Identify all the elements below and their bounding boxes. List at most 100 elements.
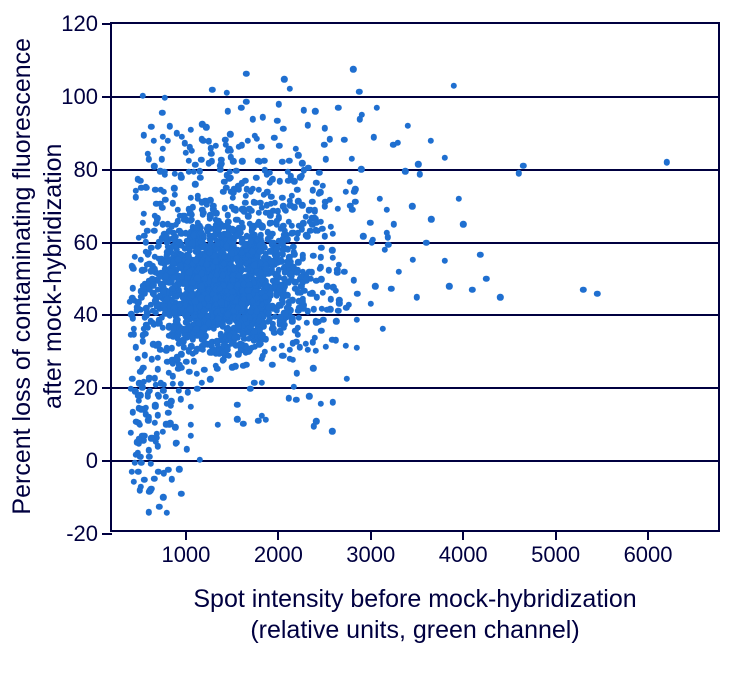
scatter-point [281, 76, 287, 82]
scatter-point [140, 219, 146, 225]
scatter-point [253, 175, 259, 181]
scatter-point [310, 365, 316, 371]
y-tick-label: 60 [74, 230, 98, 256]
scatter-point [349, 155, 355, 161]
x-tick-label: 3000 [346, 542, 395, 568]
scatter-point [483, 276, 489, 282]
scatter-point [187, 403, 193, 409]
scatter-point [391, 221, 397, 227]
scatter-point [140, 93, 146, 99]
scatter-point [135, 356, 141, 362]
scatter-point [428, 216, 434, 222]
scatter-point [155, 366, 161, 372]
scatter-point [245, 213, 251, 219]
x-tick [555, 530, 557, 540]
scatter-point [310, 339, 316, 345]
scatter-point [309, 198, 315, 204]
scatter-point [153, 221, 159, 227]
scatter-point [194, 386, 200, 392]
scatter-point [137, 256, 143, 262]
y-tick [102, 242, 112, 244]
scatter-point [295, 259, 301, 265]
scatter-point [152, 186, 158, 192]
scatter-point [267, 212, 273, 218]
scatter-point [145, 325, 151, 331]
scatter-point [220, 358, 226, 364]
scatter-point [247, 188, 253, 194]
scatter-point [261, 158, 267, 164]
scatter-point [293, 145, 299, 151]
scatter-point [594, 290, 600, 296]
scatter-point [144, 393, 150, 399]
scatter-point [358, 166, 364, 172]
scatter-point [206, 160, 212, 166]
scatter-point [280, 126, 286, 132]
scatter-point [383, 206, 389, 212]
scatter-point [455, 196, 461, 202]
scatter-point [356, 89, 362, 95]
scatter-point [477, 252, 483, 258]
scatter-point [317, 264, 323, 270]
scatter-point [146, 447, 152, 453]
y-tick [102, 387, 112, 389]
x-tick-label: 1000 [161, 542, 210, 568]
y-axis-label: Percent loss of contaminating fluorescen… [7, 16, 70, 536]
scatter-point [352, 198, 358, 204]
scatter-point [137, 454, 143, 460]
scatter-point [469, 287, 475, 293]
scatter-point [414, 294, 420, 300]
scatter-point [423, 239, 429, 245]
scatter-point [295, 315, 301, 321]
scatter-point [187, 422, 193, 428]
scatter-point [322, 125, 328, 131]
scatter-point [402, 168, 408, 174]
scatter-point [164, 138, 170, 144]
scatter-point [318, 328, 324, 334]
scatter-point [368, 301, 374, 307]
scatter-point [281, 324, 287, 330]
scatter-point [178, 491, 184, 497]
scatter-point [345, 302, 351, 308]
scatter-point [317, 400, 323, 406]
scatter-point [145, 377, 151, 383]
scatter-point [280, 352, 286, 358]
y-tick [102, 23, 112, 25]
scatter-point [271, 345, 277, 351]
scatter-point [325, 267, 331, 273]
scatter-point [353, 344, 359, 350]
scatter-point [259, 380, 265, 386]
scatter-point [381, 247, 387, 253]
scatter-point [299, 226, 305, 232]
scatter-point [196, 457, 202, 463]
scatter-point [138, 484, 144, 490]
scatter-point [323, 344, 329, 350]
scatter-point [230, 194, 236, 200]
scatter-point [140, 338, 146, 344]
scatter-point [291, 178, 297, 184]
scatter-point [320, 290, 326, 296]
scatter-point [190, 358, 196, 364]
scatter-point [129, 376, 135, 382]
scatter-point [233, 168, 239, 174]
scatter-point [151, 227, 157, 233]
scatter-point [316, 170, 322, 176]
scatter-point [128, 429, 134, 435]
scatter-point [333, 318, 339, 324]
scatter-point [335, 206, 341, 212]
scatter-point [335, 262, 341, 268]
scatter-point [289, 297, 295, 303]
scatter-point [155, 412, 161, 418]
scatter-point [152, 420, 158, 426]
scatter-point [165, 410, 171, 416]
scatter-point [274, 118, 280, 124]
scatter-point [227, 131, 233, 137]
scatter-point [304, 347, 310, 353]
scatter-point [347, 179, 353, 185]
scatter-point [353, 317, 359, 323]
scatter-point [263, 202, 269, 208]
scatter-point [342, 343, 348, 349]
scatter-point [260, 352, 266, 358]
scatter-point [155, 243, 161, 249]
scatter-point [269, 362, 275, 368]
scatter-point [203, 124, 209, 130]
